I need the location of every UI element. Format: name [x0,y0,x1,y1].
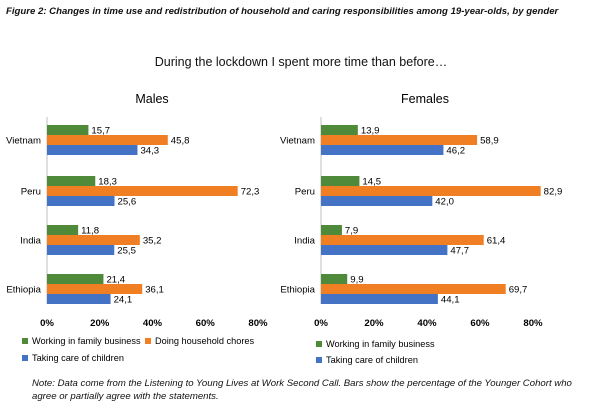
males-bar-india-1 [47,235,140,245]
males-data-label-peru-1: 72,3 [241,187,260,198]
females-legend-label-2: Taking care of children [326,355,418,365]
males-category-label-peru: Peru [21,187,41,198]
females-category-label-ethiopia: Ethiopia [280,285,315,296]
males-data-label-vietnam-2: 34,3 [140,146,159,157]
figure-caption: Figure 2: Changes in time use and redist… [6,6,559,17]
females-category-label-vietnam: Vietnam [280,136,315,147]
males-bar-ethiopia-1 [47,284,143,294]
females-data-label-ethiopia-0: 9,9 [350,275,363,286]
females-x-tick-2: 40% [417,318,437,329]
males-category-label-india: India [20,236,41,247]
males-data-label-peru-0: 18,3 [98,177,117,188]
females-data-label-peru-2: 42,0 [435,197,454,208]
males-panel-title: Males [135,92,168,106]
males-x-tick-1: 20% [90,318,110,329]
males-bar-peru-0 [47,176,96,186]
females-bar-ethiopia-0 [321,274,348,284]
males-legend-label-0: Working in family business [32,336,141,346]
males-bar-ethiopia-0 [47,274,104,284]
males-data-label-india-1: 35,2 [143,236,162,247]
males-data-label-ethiopia-0: 21,4 [106,275,125,286]
males-x-tick-0: 0% [40,318,54,329]
males-legend-swatch-2 [22,355,28,361]
females-x-tick-0: 0% [314,318,328,329]
males-data-label-vietnam-0: 15,7 [91,126,110,137]
females-data-label-peru-1: 82,9 [544,187,563,198]
females-bar-peru-2 [321,196,433,206]
females-x-tick-1: 20% [364,318,384,329]
males-bar-india-2 [47,245,115,255]
females-category-label-peru: Peru [295,187,315,198]
males-category-label-vietnam: Vietnam [6,136,41,147]
males-data-label-ethiopia-2: 24,1 [114,295,133,306]
females-data-label-vietnam-2: 46,2 [446,146,465,157]
females-bar-vietnam-0 [321,125,358,135]
males-data-label-india-2: 25,5 [117,246,136,257]
males-bar-india-0 [47,225,79,235]
females-data-label-ethiopia-1: 69,7 [509,285,528,296]
females-x-tick-4: 80% [523,318,543,329]
males-category-label-ethiopia: Ethiopia [6,285,41,296]
females-bar-vietnam-1 [321,135,478,145]
males-x-tick-4: 80% [248,318,268,329]
males-bar-ethiopia-2 [47,294,111,304]
females-data-label-india-2: 47,7 [450,246,469,257]
females-bar-ethiopia-2 [321,294,438,304]
males-bar-vietnam-0 [47,125,89,135]
males-legend-label-2: Taking care of children [32,353,124,363]
females-category-label-india: India [294,236,315,247]
males-bar-vietnam-2 [47,145,138,155]
females-data-label-vietnam-1: 58,9 [480,136,499,147]
males-x-tick-3: 60% [196,318,216,329]
females-bar-india-1 [321,235,484,245]
females-bar-ethiopia-1 [321,284,506,294]
females-data-label-ethiopia-2: 44,1 [441,295,460,306]
males-legend-label-1: Doing household chores [155,336,254,346]
males-bar-peru-1 [47,186,238,196]
females-data-label-india-0: 7,9 [345,226,358,237]
males-bar-peru-2 [47,196,115,206]
males-data-label-vietnam-1: 45,8 [171,136,190,147]
females-bar-peru-1 [321,186,541,196]
males-x-tick-2: 40% [143,318,163,329]
chart-subtitle: During the lockdown I spent more time th… [154,55,448,69]
females-bar-india-2 [321,245,448,255]
figure-note: Note: Data come from the Listening to Yo… [32,378,572,402]
females-legend-swatch-0 [316,341,322,347]
males-bar-vietnam-1 [47,135,168,145]
females-bar-india-0 [321,225,342,235]
females-bar-peru-0 [321,176,360,186]
females-data-label-vietnam-0: 13,9 [361,126,380,137]
females-legend-label-0: Working in family business [326,339,435,349]
females-data-label-peru-0: 14,5 [362,177,381,188]
males-legend-swatch-1 [145,338,151,344]
females-panel-title: Females [401,92,449,106]
males-data-label-india-0: 11,8 [81,226,99,237]
females-x-tick-3: 60% [470,318,490,329]
males-data-label-ethiopia-1: 36,1 [145,285,164,296]
females-data-label-india-1: 61,4 [487,236,506,247]
males-legend-swatch-0 [22,338,28,344]
females-legend-swatch-2 [316,357,322,363]
males-data-label-peru-2: 25,6 [118,197,137,208]
females-bar-vietnam-2 [321,145,444,155]
